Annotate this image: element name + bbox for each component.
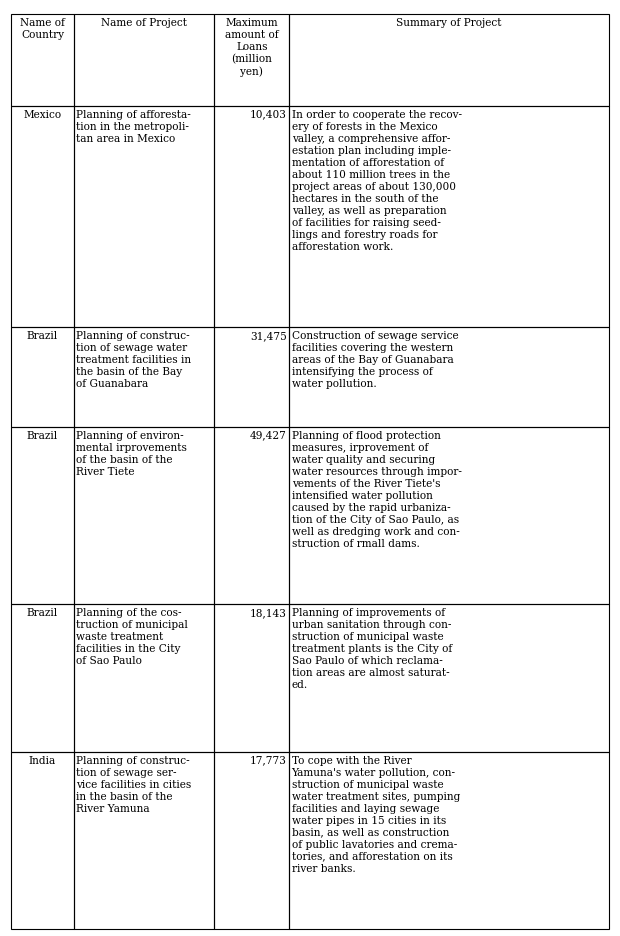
Text: Planning of improvements of
urban sanitation through con-
struction of municipal: Planning of improvements of urban sanita… <box>291 608 452 690</box>
Bar <box>289 605 609 752</box>
Text: Construction of sewage service
facilities covering the western
areas of the Bay : Construction of sewage service facilitie… <box>291 331 458 388</box>
Bar <box>11 106 74 328</box>
Bar <box>289 328 609 427</box>
Bar <box>74 605 215 752</box>
Text: Planning of flood protection
measures, irprovement of
water quality and securing: Planning of flood protection measures, i… <box>291 431 461 548</box>
Text: 49,427: 49,427 <box>250 431 286 441</box>
Text: Name of
Country: Name of Country <box>20 18 65 40</box>
Bar <box>11 427 74 605</box>
Bar <box>74 106 215 328</box>
Bar <box>215 328 289 427</box>
Bar <box>289 106 609 328</box>
Text: 31,475: 31,475 <box>250 331 286 341</box>
Bar <box>289 427 609 605</box>
Bar <box>74 328 215 427</box>
Bar <box>11 14 74 106</box>
Text: Planning of afforesta-
tion in the metropoli-
tan area in Mexico: Planning of afforesta- tion in the metro… <box>76 110 191 143</box>
Text: 10,403: 10,403 <box>250 110 286 120</box>
Text: Brazil: Brazil <box>27 608 58 618</box>
Text: Brazil: Brazil <box>27 431 58 441</box>
Text: Planning of construc-
tion of sewage water
treatment facilities in
the basin of : Planning of construc- tion of sewage wat… <box>76 331 192 388</box>
Bar <box>74 427 215 605</box>
Text: Summary of Project: Summary of Project <box>396 18 502 28</box>
Bar <box>215 752 289 929</box>
Text: Brazil: Brazil <box>27 331 58 341</box>
Text: Maximum
amount of
Loans
(million
yen): Maximum amount of Loans (million yen) <box>225 18 278 77</box>
Text: Planning of construc-
tion of sewage ser-
vice facilities in cities
in the basin: Planning of construc- tion of sewage ser… <box>76 755 192 813</box>
Bar <box>11 605 74 752</box>
Bar <box>289 14 609 106</box>
Text: Mexico: Mexico <box>24 110 61 120</box>
Bar <box>215 605 289 752</box>
Text: Planning of environ-
mental irprovements
of the basin of the
River Tiete: Planning of environ- mental irprovements… <box>76 431 187 476</box>
Text: 18,143: 18,143 <box>250 608 286 618</box>
Bar <box>11 328 74 427</box>
Bar <box>74 752 215 929</box>
Bar <box>215 427 289 605</box>
Bar <box>215 14 289 106</box>
Bar <box>215 106 289 328</box>
Text: 17,773: 17,773 <box>250 755 286 766</box>
Bar <box>74 14 215 106</box>
Bar <box>11 752 74 929</box>
Bar <box>289 752 609 929</box>
Text: In order to cooperate the recov-
ery of forests in the Mexico
valley, a comprehe: In order to cooperate the recov- ery of … <box>291 110 461 252</box>
Text: To cope with the River
Yamuna's water pollution, con-
struction of municipal was: To cope with the River Yamuna's water po… <box>291 755 460 873</box>
Text: Planning of the cos-
truction of municipal
waste treatment
facilities in the Cit: Planning of the cos- truction of municip… <box>76 608 188 666</box>
Text: India: India <box>29 755 56 766</box>
Text: Name of Project: Name of Project <box>101 18 187 28</box>
